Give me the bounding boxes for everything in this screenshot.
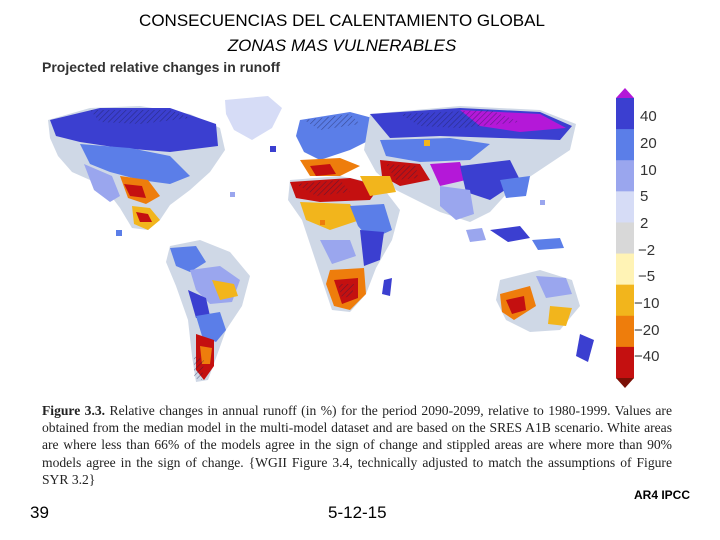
page-number: 39: [30, 503, 49, 522]
figure-label: Figure 3.3.: [42, 403, 106, 418]
legend-tick-label: −2: [638, 242, 656, 259]
colorbar-arrow-top: [616, 88, 634, 98]
source-label: AR4 IPCC: [634, 488, 691, 502]
legend-tick-label: −10: [634, 295, 660, 312]
greenland-region: [225, 96, 282, 140]
pixel-noise: [116, 140, 545, 236]
colorbar-swatch: [616, 253, 634, 286]
maritime-asia-region: [466, 226, 564, 250]
legend-tick-label: 20: [640, 135, 657, 152]
colorbar-swatch: [616, 284, 634, 317]
legend-tick-label: −5: [638, 268, 656, 285]
legend-tick-label: 5: [640, 188, 649, 205]
legend-tick-label: −40: [634, 348, 660, 365]
colorbar-swatch: [616, 98, 634, 130]
slide-date: 5-12-15: [328, 503, 387, 522]
colorbar-swatch: [616, 222, 634, 255]
slide-title: CONSECUENCIAS DEL CALENTAMIENTO GLOBAL: [139, 11, 545, 30]
colorbar-swatch: [616, 160, 634, 192]
legend-tick-label: 10: [640, 162, 657, 179]
legend-tick-label: −20: [634, 322, 660, 339]
caption-text: Relative changes in annual runoff (in %)…: [42, 403, 672, 487]
africa-region: [288, 176, 400, 312]
legend-tick-label: 40: [640, 108, 657, 125]
colorbar-swatch: [616, 191, 634, 223]
map-heading: Projected relative changes in runoff: [42, 59, 281, 75]
europe-region: [296, 112, 380, 176]
slide-subtitle: ZONAS MAS VULNERABLES: [227, 36, 457, 55]
asia-region: [360, 106, 576, 222]
colorbar-swatch: [616, 346, 634, 379]
legend-tick-label: 2: [640, 215, 649, 232]
south-america-region: [166, 240, 250, 382]
colorbar-swatch: [616, 129, 634, 161]
colorbar-swatch: [616, 315, 634, 348]
figure-caption: Figure 3.3. Relative changes in annual r…: [42, 402, 672, 488]
colorbar-legend: [612, 88, 672, 388]
north-america-region: [48, 106, 225, 230]
runoff-map: [20, 80, 598, 390]
colorbar-arrow-bottom: [616, 378, 634, 388]
australia-region: [496, 270, 594, 362]
